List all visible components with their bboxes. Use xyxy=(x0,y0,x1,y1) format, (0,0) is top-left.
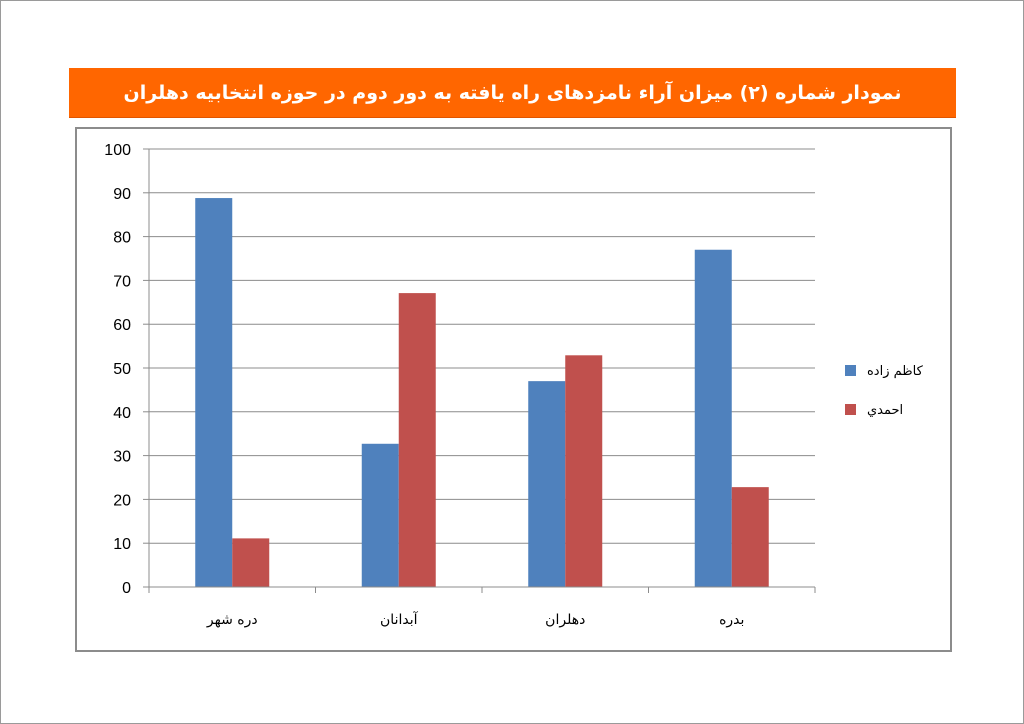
title-banner: نمودار شماره (۲) میزان آراء نامزدهای راه… xyxy=(69,68,956,118)
bar-series-2 xyxy=(731,487,769,587)
y-tick-label: 10 xyxy=(113,536,131,553)
y-tick-label: 60 xyxy=(113,317,131,334)
bar-series-2 xyxy=(232,538,270,587)
y-tick-label: 40 xyxy=(113,405,131,422)
x-category-label: دهلران xyxy=(545,612,585,628)
y-tick-label: 90 xyxy=(113,186,131,203)
x-category-label: آبدانان xyxy=(380,611,419,628)
bar-series-2 xyxy=(398,293,436,587)
bar-series-1 xyxy=(195,198,233,587)
legend-swatch xyxy=(845,404,856,415)
y-tick-label: 0 xyxy=(122,580,131,597)
bar-series-2 xyxy=(565,355,603,587)
y-tick-label: 70 xyxy=(113,273,131,290)
x-category-label: بدره xyxy=(719,612,744,628)
bar-series-1 xyxy=(361,443,399,587)
legend-label: کاظم زاده xyxy=(867,364,924,379)
legend-label: احمدي xyxy=(867,403,903,418)
y-tick-label: 80 xyxy=(113,230,131,247)
y-tick-label: 50 xyxy=(113,361,131,378)
chart-title: نمودار شماره (۲) میزان آراء نامزدهای راه… xyxy=(123,81,902,104)
bar-series-1 xyxy=(528,381,566,587)
legend-swatch xyxy=(845,365,856,376)
y-tick-label: 30 xyxy=(113,449,131,466)
y-tick-label: 20 xyxy=(113,492,131,509)
y-tick-label: 100 xyxy=(104,142,131,159)
x-category-label: دره شهر xyxy=(206,612,258,628)
bar-series-1 xyxy=(694,249,732,588)
